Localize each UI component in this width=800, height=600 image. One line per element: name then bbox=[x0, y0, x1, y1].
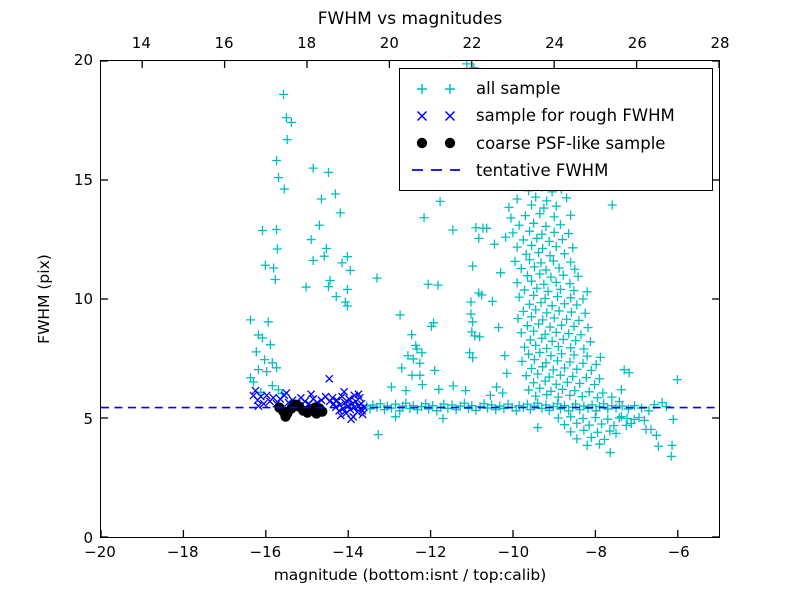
left-tick-label: 20 bbox=[73, 51, 93, 69]
bottom-tick-label: −6 bbox=[667, 543, 690, 561]
top-tick-label: 28 bbox=[710, 34, 730, 52]
left-tick-label: 15 bbox=[73, 170, 93, 189]
bottom-tick-label: −16 bbox=[249, 543, 282, 561]
plus-marker-icon bbox=[417, 83, 455, 94]
xaxis-label: magnitude (bottom:isnt / top:calib) bbox=[273, 566, 547, 584]
left-tick-label: 0 bbox=[83, 529, 93, 547]
top-tick-label: 18 bbox=[297, 34, 317, 52]
yaxis-label: FWHM (pix) bbox=[35, 254, 53, 344]
top-tick-label: 22 bbox=[462, 34, 482, 52]
left-tick-label: 10 bbox=[73, 290, 93, 308]
top-tick-label: 14 bbox=[131, 34, 151, 52]
dashed-line-icon bbox=[412, 169, 460, 172]
dot-marker-icon bbox=[416, 137, 456, 149]
legend-label: tentative FWHM bbox=[476, 160, 609, 180]
top-tick-label: 20 bbox=[379, 34, 399, 52]
top-tick-label: 26 bbox=[627, 34, 647, 52]
plot-canvas bbox=[101, 61, 719, 537]
legend-label: all sample bbox=[476, 79, 561, 99]
bottom-tick-label: −20 bbox=[84, 543, 116, 561]
x-marker-icon bbox=[416, 110, 456, 121]
bottom-tick-label: −12 bbox=[414, 543, 447, 561]
scatter-points-rough-fwhm bbox=[249, 374, 368, 424]
bottom-tick-label: −14 bbox=[332, 543, 364, 561]
legend-item-tentative-fwhm: tentative FWHM bbox=[408, 157, 704, 183]
legend: all sample sample for rough FWHM coarse … bbox=[399, 68, 713, 191]
top-tick-label: 16 bbox=[214, 34, 234, 52]
chart-title: FWHM vs magnitudes bbox=[317, 9, 503, 29]
legend-item-rough-fwhm: sample for rough FWHM bbox=[408, 103, 704, 129]
legend-item-psf-like: coarse PSF-like sample bbox=[408, 130, 704, 156]
axis-ticks bbox=[101, 61, 719, 537]
left-tick-label: 5 bbox=[83, 409, 93, 428]
scatter-points-all-sample bbox=[245, 61, 683, 461]
bottom-tick-label: −18 bbox=[166, 543, 199, 561]
bottom-tick-label: −10 bbox=[497, 543, 530, 561]
legend-label: sample for rough FWHM bbox=[476, 106, 675, 126]
legend-item-all-sample: all sample bbox=[408, 76, 704, 102]
bottom-tick-label: −8 bbox=[584, 543, 608, 561]
top-tick-label: 24 bbox=[545, 34, 565, 52]
legend-label: coarse PSF-like sample bbox=[476, 133, 666, 153]
